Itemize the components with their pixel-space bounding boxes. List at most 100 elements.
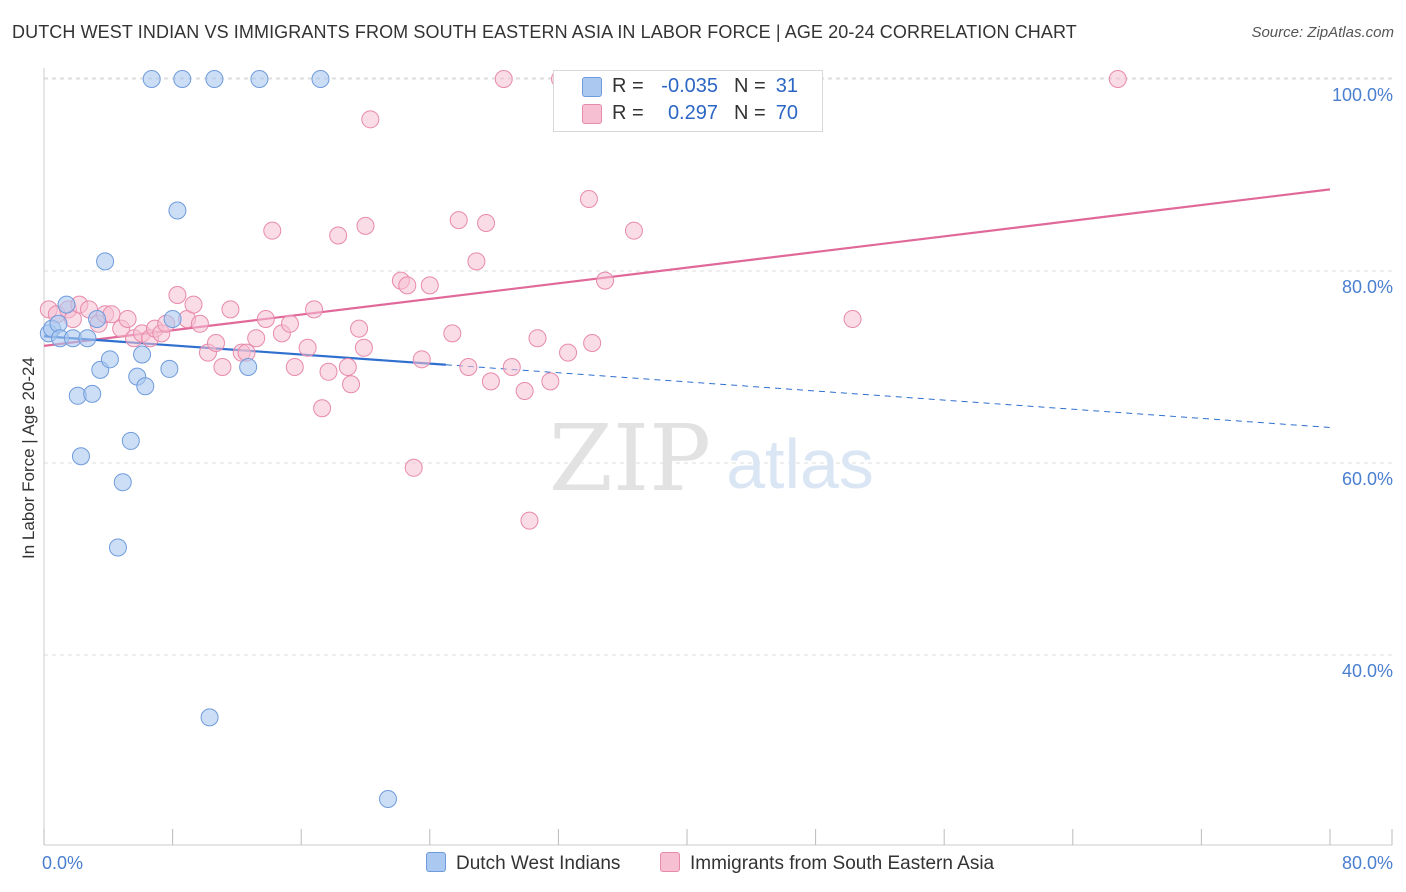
blue-point <box>57 295 76 314</box>
blue-point <box>133 345 152 364</box>
pink-point <box>256 310 275 328</box>
legend-n-value: 31 <box>775 75 798 97</box>
pink-point <box>520 511 539 530</box>
pink-point <box>477 214 496 232</box>
legend-r-value: 0.297 <box>667 102 718 124</box>
legend-r-label: R = <box>612 75 644 97</box>
y-tick-label: 80.0% <box>1342 277 1393 297</box>
blue-point <box>379 790 398 808</box>
blue-point <box>96 252 115 271</box>
pink-point <box>481 372 500 391</box>
pink-point <box>361 110 380 129</box>
pink-point <box>207 334 226 352</box>
legend-n-label: N = <box>734 102 766 124</box>
x-tick-label: 0.0% <box>42 853 83 873</box>
pink-point <box>118 310 137 328</box>
blue-point <box>83 384 102 403</box>
pink-point <box>190 314 209 333</box>
source-credit: Source: ZipAtlas.com <box>1251 24 1394 41</box>
legend-r-label: R = <box>612 102 644 124</box>
blue-point <box>163 310 182 328</box>
series-swatch-blue <box>426 852 446 872</box>
pink-point <box>528 329 547 348</box>
blue-point <box>100 350 119 369</box>
pink-point <box>354 338 373 357</box>
series-swatch-pink <box>660 852 680 872</box>
pink-point <box>843 310 862 328</box>
axes <box>43 68 1393 846</box>
pink-point <box>579 190 598 208</box>
blue-point <box>250 70 269 88</box>
watermark: ZIP atlas <box>549 405 874 512</box>
pink-point <box>420 276 439 295</box>
legend-swatch-blue <box>582 77 602 97</box>
correlation-legend: R = -0.035 N = 31 R = 0.297 N = 70 <box>553 70 823 132</box>
blue-point <box>88 310 107 328</box>
blue-point <box>71 447 90 466</box>
blue-point <box>168 201 187 220</box>
pink-point <box>624 221 643 240</box>
series-legend-blue: Dutch West Indians <box>426 852 620 875</box>
x-tick-label: 80.0% <box>1342 853 1393 873</box>
series-label-blue: Dutch West Indians <box>456 853 621 874</box>
blue-point <box>205 70 224 88</box>
pink-point <box>459 358 478 376</box>
blue-point <box>239 358 258 376</box>
series-legend-pink: Immigrants from South Eastern Asia <box>660 852 994 875</box>
legend-swatch-pink <box>582 104 602 124</box>
blue-point <box>160 359 179 378</box>
pink-point <box>221 300 240 319</box>
legend-row-blue: R = -0.035 N = 31 <box>554 74 822 100</box>
chart-title: DUTCH WEST INDIAN VS IMMIGRANTS FROM SOU… <box>12 22 1077 42</box>
pink-point <box>443 324 462 343</box>
pink-point <box>168 286 187 304</box>
pink-point <box>280 314 299 333</box>
y-tick-label: 100.0% <box>1332 85 1393 105</box>
series-label-pink: Immigrants from South Eastern Asia <box>690 853 995 874</box>
blue-point <box>108 538 127 557</box>
pink-point <box>313 399 332 418</box>
pink-point <box>502 358 521 376</box>
pink-point <box>338 358 357 376</box>
pink-point <box>494 70 513 88</box>
watermark-zip: ZIP <box>549 405 711 512</box>
pink-point <box>356 216 375 235</box>
pink-point <box>541 372 560 391</box>
y-axis-label: In Labor Force | Age 20-24 <box>19 357 38 559</box>
blue-point <box>311 70 330 88</box>
blue-point <box>121 431 140 450</box>
pink-point <box>398 276 417 295</box>
tick-labels: 40.0% 60.0% 80.0% 100.0% 0.0% 80.0% <box>42 85 1393 873</box>
watermark-atlas: atlas <box>726 425 874 503</box>
pink-point <box>583 334 602 352</box>
pink-point <box>1108 70 1127 88</box>
y-tick-label: 60.0% <box>1342 469 1393 489</box>
pink-point <box>342 375 361 394</box>
pink-point <box>412 350 431 369</box>
blue-point <box>200 708 219 727</box>
pink-point <box>329 226 348 245</box>
pink-point <box>350 319 369 338</box>
pink-point <box>449 211 468 230</box>
blue-point <box>113 473 132 492</box>
pink-point <box>285 358 304 376</box>
legend-n-value: 70 <box>775 102 798 124</box>
pink-point <box>305 300 324 319</box>
pink-point <box>263 221 282 240</box>
blue-point <box>78 329 97 348</box>
pink-point <box>596 271 615 290</box>
blue-trend-extension <box>445 364 1331 428</box>
pink-point <box>247 329 266 348</box>
pink-trend-line <box>43 188 1331 347</box>
pink-point <box>467 252 486 271</box>
data-points <box>39 70 1127 808</box>
y-tick-label: 40.0% <box>1342 661 1393 681</box>
pink-point <box>213 358 232 376</box>
pink-point <box>298 338 317 357</box>
pink-point <box>404 458 423 477</box>
legend-row-pink: R = 0.297 N = 70 <box>554 101 822 127</box>
blue-point <box>142 70 161 88</box>
blue-point <box>173 70 192 88</box>
pink-point <box>559 343 578 362</box>
legend-r-value: -0.035 <box>661 75 718 97</box>
